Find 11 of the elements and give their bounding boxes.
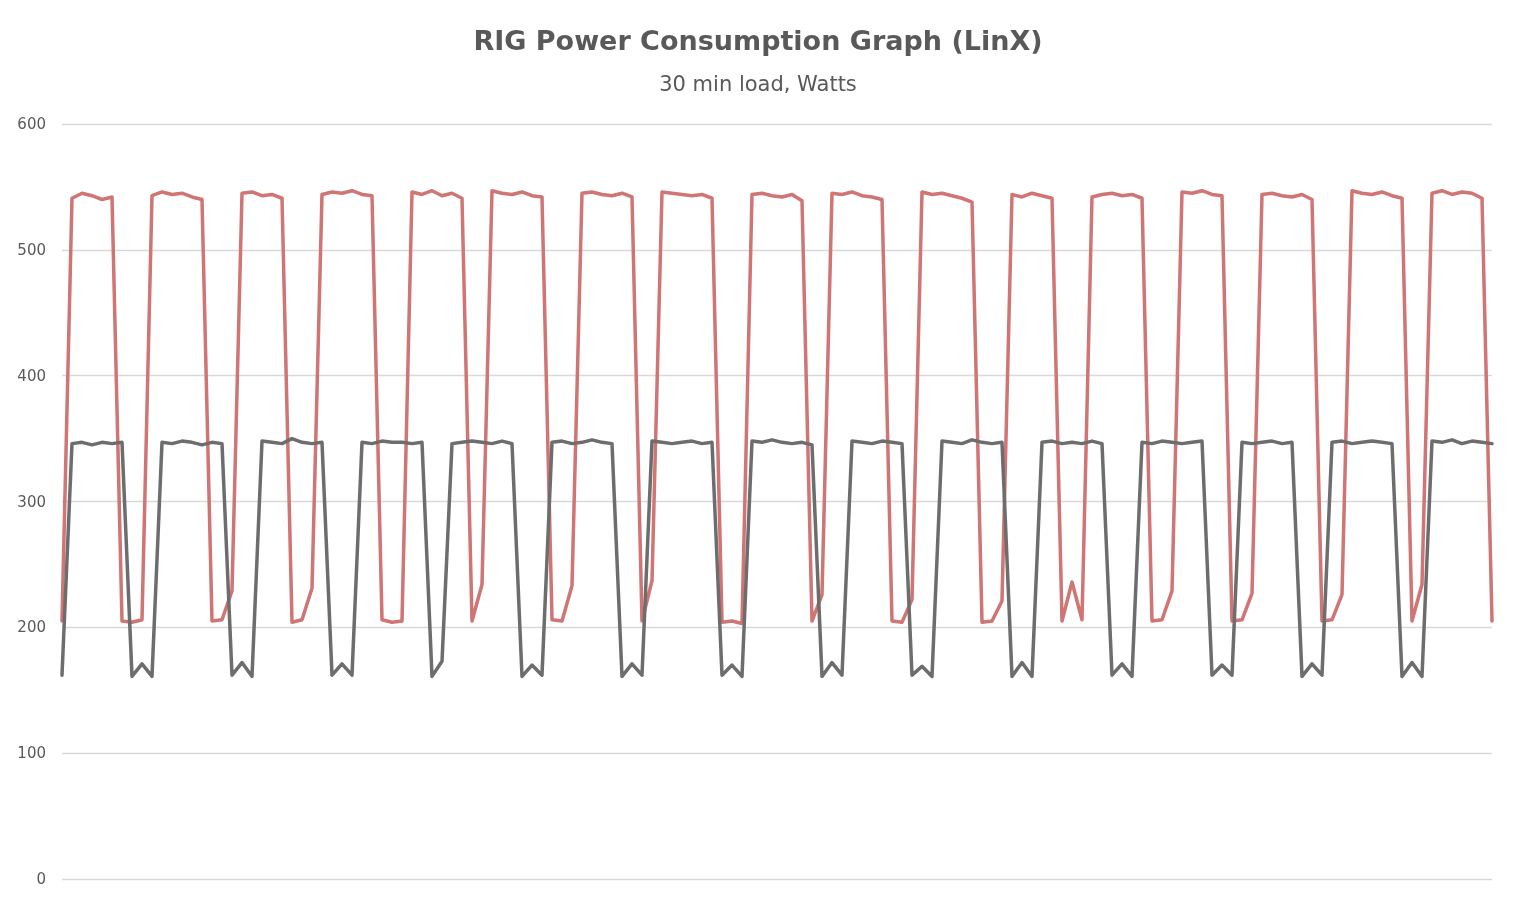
y-tick-label: 600 [17, 115, 46, 133]
chart-title: RIG Power Consumption Graph (LinX) [473, 25, 1043, 56]
y-tick-label: 300 [17, 492, 46, 511]
y-tick-label: 400 [17, 366, 46, 385]
line-series [60, 436, 1494, 679]
chart-subtitle: 30 min load, Watts [659, 71, 857, 96]
y-tick-label: 100 [17, 744, 46, 763]
y-tick-label: 0 [36, 870, 46, 888]
y-tick-label: 200 [17, 618, 46, 637]
line-series [60, 188, 1494, 626]
y-tick-label: 500 [17, 240, 46, 259]
